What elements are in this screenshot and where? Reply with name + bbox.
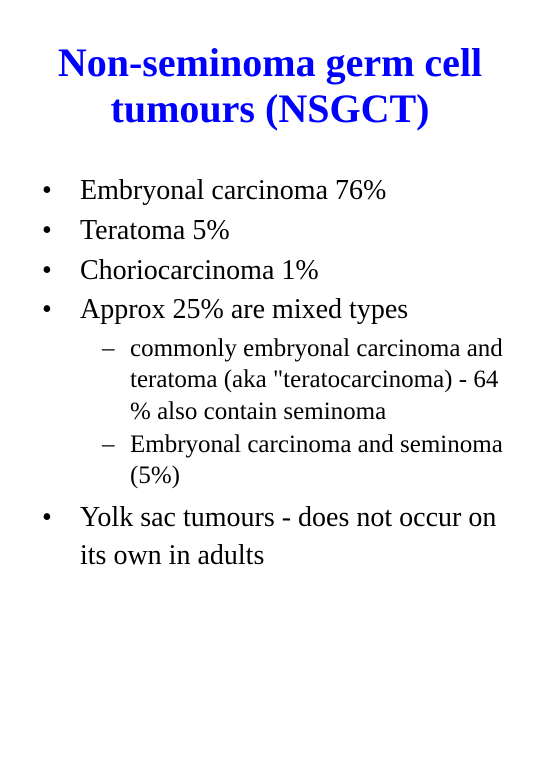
- sub-list-item: Embryonal carcinoma and seminoma (5%): [80, 429, 510, 492]
- list-item: Embryonal carcinoma 76%: [30, 172, 510, 210]
- bullet-text: Embryonal carcinoma 76%: [80, 175, 386, 206]
- slide-title: Non-seminoma germ cell tumours (NSGCT): [30, 40, 510, 132]
- sub-bullet-text: Embryonal carcinoma and seminoma (5%): [130, 431, 503, 489]
- list-item: Teratoma 5%: [30, 212, 510, 250]
- bullet-text: Teratoma 5%: [80, 215, 230, 246]
- bullet-text: Yolk sac tumours - does not occur on its…: [80, 502, 496, 571]
- sub-bullet-text: commonly embryonal carcinoma and teratom…: [130, 335, 503, 425]
- bullet-text: Approx 25% are mixed types: [80, 294, 408, 325]
- list-item: Yolk sac tumours - does not occur on its…: [30, 499, 510, 575]
- list-item: Choriocarcinoma 1%: [30, 252, 510, 290]
- bullet-list: Embryonal carcinoma 76% Teratoma 5% Chor…: [30, 172, 510, 575]
- sub-list-item: commonly embryonal carcinoma and teratom…: [80, 333, 510, 427]
- bullet-text: Choriocarcinoma 1%: [80, 255, 319, 286]
- list-item: Approx 25% are mixed types commonly embr…: [30, 291, 510, 491]
- sub-bullet-list: commonly embryonal carcinoma and teratom…: [80, 333, 510, 491]
